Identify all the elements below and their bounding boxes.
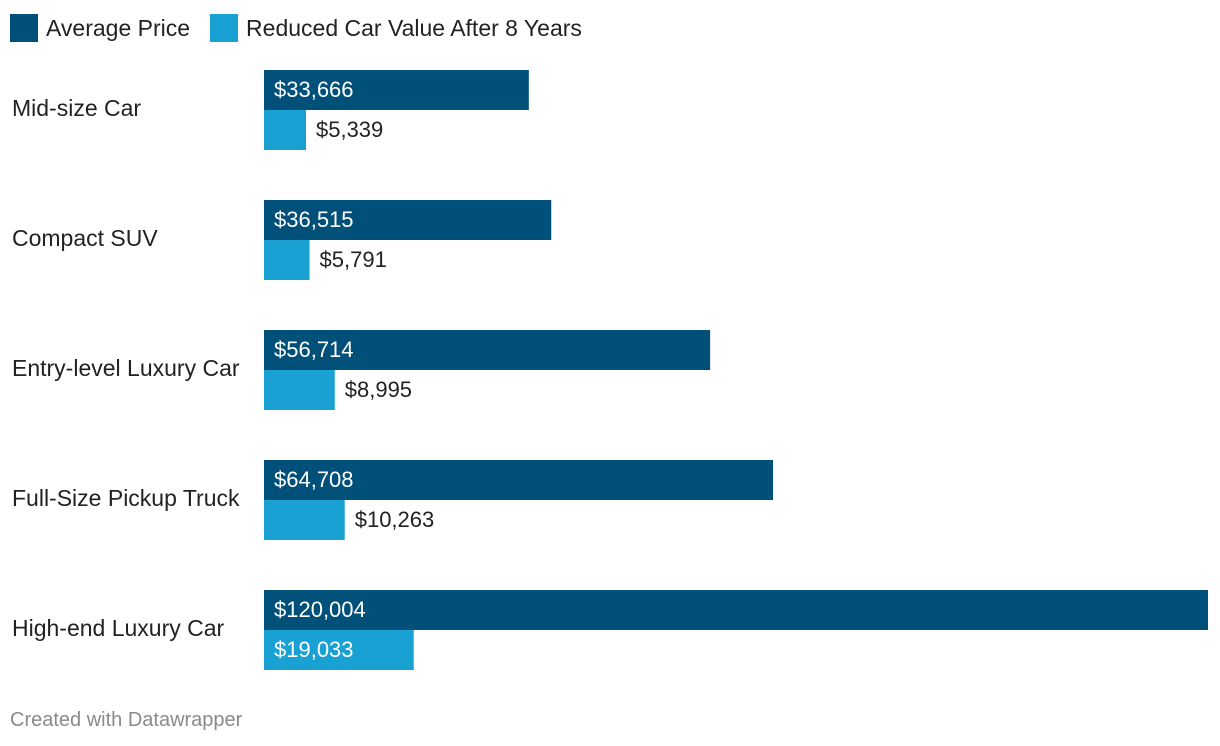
legend: Average Price Reduced Car Value After 8 … <box>10 14 582 42</box>
category-label-compact-suv: Compact SUV <box>12 225 158 251</box>
bar-full-size-pickup-truck-average-price <box>264 460 774 500</box>
category-label-mid-size-car: Mid-size Car <box>12 95 141 121</box>
bar-mid-size-car-average-price <box>264 70 529 110</box>
category-label-high-end-luxury-car: High-end Luxury Car <box>12 615 225 641</box>
legend-item-average-price: Average Price <box>10 14 190 42</box>
value-label-high-end-luxury-car-reduced-car-value-after-8-years: $19,033 <box>274 637 354 662</box>
value-label-mid-size-car-average-price: $33,666 <box>274 77 354 102</box>
value-label-compact-suv-average-price: $36,515 <box>274 207 354 232</box>
legend-swatch-average-price <box>10 14 38 42</box>
footer-credit: Created with Datawrapper <box>10 709 243 731</box>
legend-label-reduced-value: Reduced Car Value After 8 Years <box>246 14 582 41</box>
bar-full-size-pickup-truck-reduced-car-value-after-8-years <box>264 500 345 540</box>
value-label-full-size-pickup-truck-average-price: $64,708 <box>274 467 354 492</box>
bar-mid-size-car-reduced-car-value-after-8-years <box>264 110 306 150</box>
bar-high-end-luxury-car-average-price <box>264 590 1208 630</box>
bar-entry-level-luxury-car-reduced-car-value-after-8-years <box>264 370 335 410</box>
value-label-entry-level-luxury-car-average-price: $56,714 <box>274 337 354 362</box>
value-label-compact-suv-reduced-car-value-after-8-years: $5,791 <box>320 247 387 272</box>
value-label-mid-size-car-reduced-car-value-after-8-years: $5,339 <box>316 117 383 142</box>
category-label-entry-level-luxury-car: Entry-level Luxury Car <box>12 355 240 381</box>
legend-label-average-price: Average Price <box>46 14 191 41</box>
bar-compact-suv-average-price <box>264 200 552 240</box>
value-label-high-end-luxury-car-average-price: $120,004 <box>274 597 366 622</box>
legend-swatch-reduced-value <box>210 14 239 42</box>
bar-high-end-luxury-car-reduced-car-value-after-8-years <box>264 630 414 670</box>
bar-entry-level-luxury-car-average-price <box>264 330 711 370</box>
category-label-full-size-pickup-truck: Full-Size Pickup Truck <box>12 485 240 511</box>
value-label-full-size-pickup-truck-reduced-car-value-after-8-years: $10,263 <box>355 507 435 532</box>
legend-item-reduced-value: Reduced Car Value After 8 Years <box>210 14 582 42</box>
bar-compact-suv-reduced-car-value-after-8-years <box>264 240 310 280</box>
value-label-entry-level-luxury-car-reduced-car-value-after-8-years: $8,995 <box>345 377 412 402</box>
